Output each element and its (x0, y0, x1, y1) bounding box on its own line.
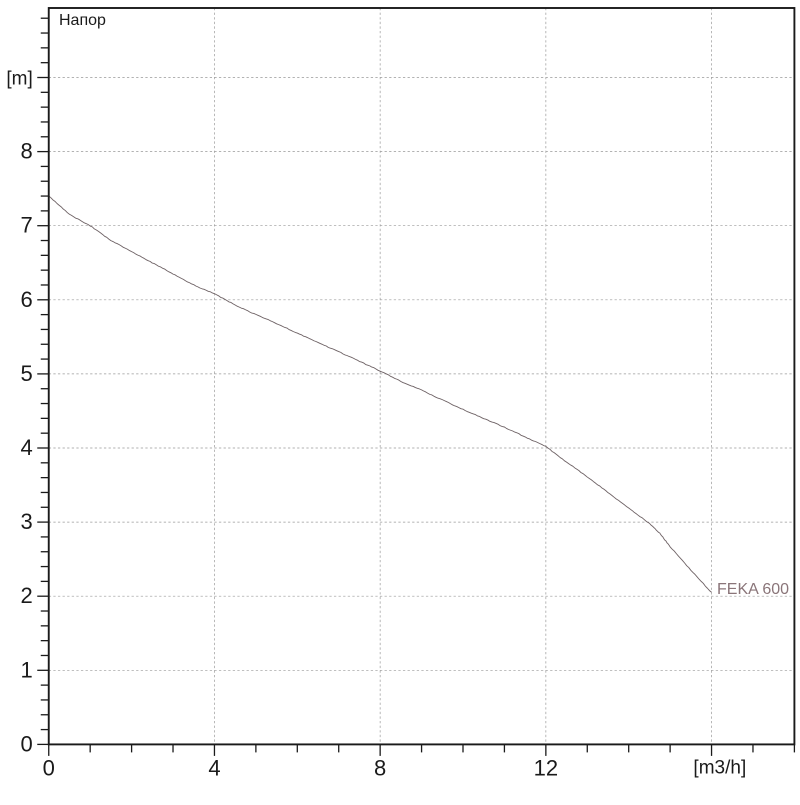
svg-text:FEKA 600: FEKA 600 (717, 581, 789, 598)
svg-text:8: 8 (374, 755, 386, 780)
svg-text:0: 0 (21, 731, 33, 756)
svg-text:3: 3 (21, 509, 33, 534)
svg-text:4: 4 (208, 755, 220, 780)
svg-text:5: 5 (21, 361, 33, 386)
svg-text:6: 6 (21, 287, 33, 312)
svg-text:2: 2 (21, 583, 33, 608)
svg-text:8: 8 (21, 139, 33, 164)
svg-text:[m3/h]: [m3/h] (693, 757, 746, 778)
svg-text:[m]: [m] (6, 69, 32, 90)
svg-text:12: 12 (534, 755, 558, 780)
svg-text:7: 7 (21, 213, 33, 238)
svg-text:Напор: Напор (59, 12, 106, 29)
svg-text:0: 0 (43, 755, 55, 780)
svg-text:1: 1 (21, 657, 33, 682)
svg-text:4: 4 (21, 435, 33, 460)
